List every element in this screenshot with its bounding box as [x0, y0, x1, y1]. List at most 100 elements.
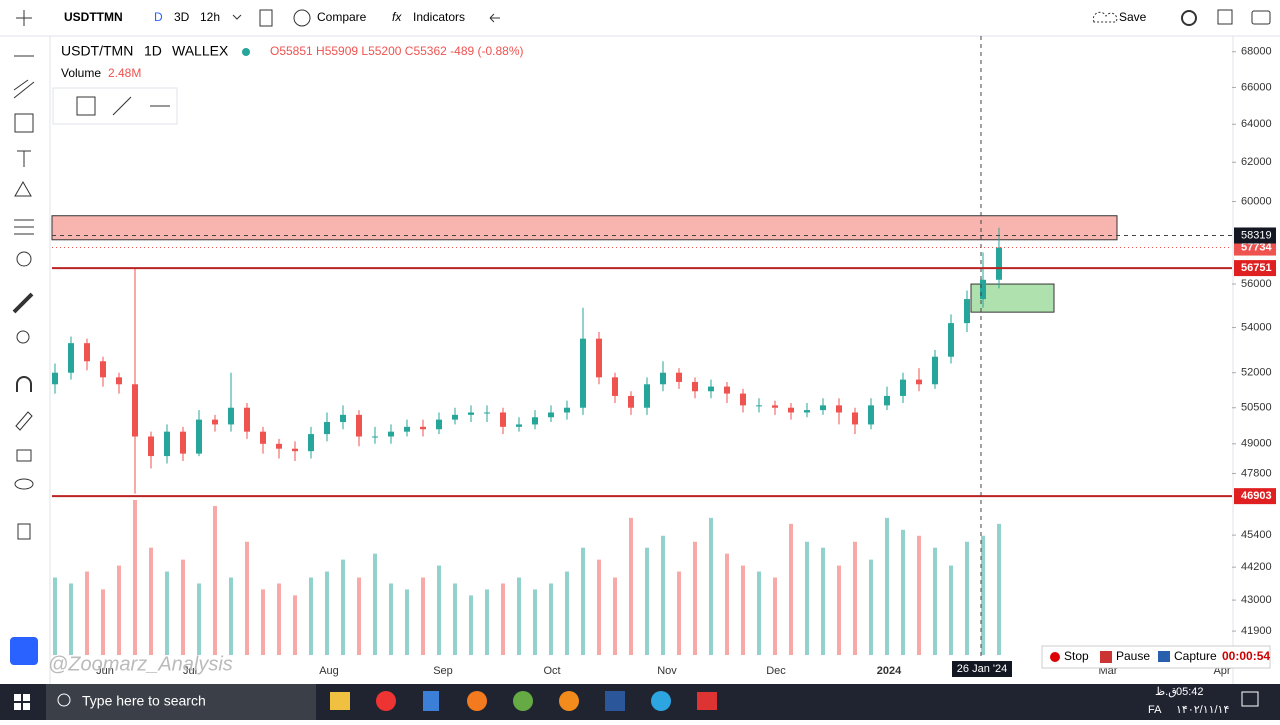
recorder-capture[interactable]: Capture	[1174, 649, 1217, 663]
volume-bar	[901, 529, 905, 655]
text-tool[interactable]	[17, 150, 31, 167]
candle-body	[468, 412, 474, 415]
candle-body	[404, 426, 410, 432]
candle-body	[132, 384, 138, 437]
calculator[interactable]	[423, 691, 439, 711]
explorer[interactable]	[330, 692, 350, 710]
period: ق.ظ	[1155, 686, 1177, 698]
candle-body	[260, 431, 266, 444]
interval[interactable]: D	[154, 10, 163, 24]
pattern-tool[interactable]	[14, 180, 32, 197]
capture-icon[interactable]	[1158, 651, 1170, 662]
volume-bar	[949, 565, 953, 655]
app-icon[interactable]	[513, 691, 533, 711]
volume-bar	[597, 559, 601, 655]
candle-body	[996, 247, 1002, 280]
app-icon[interactable]	[697, 692, 717, 710]
chrome[interactable]	[376, 691, 396, 711]
compare-icon[interactable]	[293, 9, 311, 27]
settings[interactable]	[1181, 10, 1197, 26]
interval[interactable]: 12h	[200, 10, 220, 24]
crosshair-tool[interactable]	[16, 10, 32, 26]
recorder-stop[interactable]: Stop	[1064, 649, 1089, 663]
telegram[interactable]	[651, 691, 671, 711]
y-tick-label: 49000	[1241, 438, 1272, 450]
recorder-time: 00:00:54	[1222, 649, 1270, 663]
volume-bar	[357, 577, 361, 655]
stop-icon[interactable]	[1050, 652, 1060, 662]
rectangle-btn[interactable]	[76, 96, 96, 116]
trash-tool[interactable]	[17, 523, 31, 540]
interval[interactable]: 3D	[174, 10, 190, 24]
search-box[interactable]	[46, 684, 316, 720]
volume-bar	[789, 523, 793, 655]
y-tick-label: 45400	[1241, 529, 1272, 541]
y-tick-label: 66000	[1241, 81, 1272, 93]
candle-body	[84, 343, 90, 362]
legend-exchange: WALLEX	[172, 43, 229, 59]
volume-bar	[885, 517, 889, 655]
chart-type-icon[interactable]	[259, 9, 273, 27]
volume-bar	[325, 571, 329, 655]
candle-body	[116, 377, 122, 385]
recorder-bar	[1041, 645, 1271, 669]
y-tick-label: 50500	[1241, 402, 1272, 414]
save[interactable]: Save	[1119, 10, 1147, 24]
y-tick-label: 44200	[1241, 561, 1272, 573]
candle-body	[932, 356, 938, 385]
candle-body	[788, 407, 794, 413]
draw-mode[interactable]	[15, 411, 33, 431]
dropdown[interactable]	[232, 14, 242, 20]
candle-body	[244, 407, 250, 432]
volume-bar	[85, 571, 89, 655]
magnet-tool[interactable]	[16, 376, 32, 392]
volume-bar	[421, 577, 425, 655]
volume-bar	[821, 547, 825, 655]
candle-body	[612, 377, 618, 396]
volume-bar	[981, 535, 985, 655]
icon-tool[interactable]	[16, 251, 32, 267]
status-dot	[242, 48, 250, 56]
notifications[interactable]	[1241, 691, 1259, 707]
search-icon	[57, 693, 71, 707]
line-btn[interactable]	[112, 96, 132, 116]
zoom-tool[interactable]	[16, 330, 30, 344]
visibility-tool[interactable]	[14, 478, 34, 490]
recorder-pause[interactable]: Pause	[1116, 649, 1150, 663]
drawing-tools	[12, 10, 35, 540]
language[interactable]: FA	[1148, 704, 1162, 716]
volume-bar	[133, 500, 137, 655]
measure-tool[interactable]	[12, 292, 34, 314]
search-text[interactable]: Type here to search	[82, 693, 206, 709]
word[interactable]	[605, 691, 625, 711]
lock-tool[interactable]	[16, 449, 32, 462]
undo[interactable]	[489, 13, 500, 23]
x-tick-label: Jul	[183, 665, 197, 677]
x-tick-label: Aug	[319, 665, 339, 677]
symbol[interactable]: USDTTMN	[64, 10, 123, 24]
candle-body	[868, 405, 874, 425]
crosshair-date: 26 Jan '24	[957, 663, 1007, 675]
crosshair-price: 58319	[1241, 229, 1272, 241]
volume-bar	[437, 565, 441, 655]
compare[interactable]: Compare	[317, 10, 367, 24]
fib-tool[interactable]	[13, 79, 35, 99]
candle-body	[212, 419, 218, 425]
fullscreen[interactable]	[1217, 9, 1233, 25]
x-tick-label: Jun	[96, 665, 114, 677]
candle-body	[692, 381, 698, 392]
indicators[interactable]: Indicators	[413, 10, 465, 24]
shape-tool[interactable]	[14, 113, 34, 133]
volume-bar	[197, 583, 201, 655]
candle-body	[548, 412, 554, 418]
pause-icon[interactable]	[1100, 651, 1112, 663]
volume-bar	[277, 583, 281, 655]
app-icon[interactable]	[467, 691, 487, 711]
start[interactable]	[14, 694, 30, 710]
candle-body	[644, 384, 650, 408]
app-icon[interactable]	[559, 691, 579, 711]
snapshot[interactable]	[1251, 10, 1271, 25]
candle-body	[276, 443, 282, 449]
prediction-tool[interactable]	[14, 219, 34, 235]
x-tick-label: 2024	[877, 665, 902, 677]
